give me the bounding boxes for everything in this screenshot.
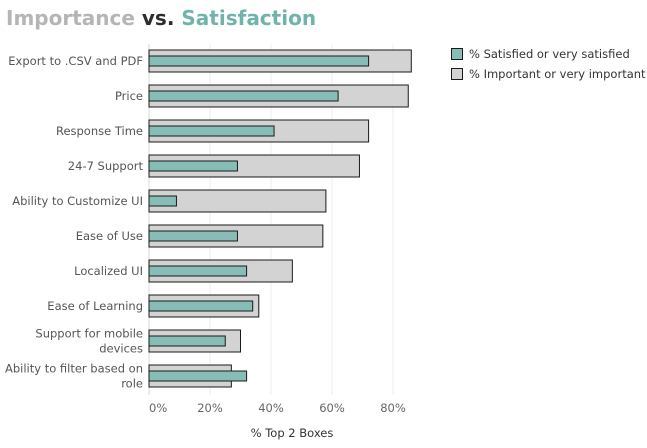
category-label: Support for mobile bbox=[35, 327, 143, 341]
x-tick-label: 0% bbox=[149, 401, 167, 415]
legend: % Satisfied or very satisfied % Importan… bbox=[451, 44, 646, 84]
bar-satisfied bbox=[148, 55, 370, 67]
x-tick-labels: 0% 20% 40% 60% 80% bbox=[149, 401, 406, 415]
title-vs: vs. bbox=[134, 6, 182, 30]
bar-satisfied bbox=[148, 230, 238, 242]
x-tick-label: 40% bbox=[258, 401, 284, 415]
legend-item-important: % Important or very important bbox=[451, 64, 646, 84]
bar-satisfied bbox=[148, 195, 177, 207]
x-tick-label: 60% bbox=[319, 401, 345, 415]
bar-satisfied bbox=[148, 265, 248, 277]
legend-item-satisfied: % Satisfied or very satisfied bbox=[451, 44, 646, 64]
category-label: Ease of Learning bbox=[47, 299, 143, 313]
x-axis-title: % Top 2 Boxes bbox=[251, 426, 334, 440]
category-labels: Export to .CSV and PDF Price Response Time… bbox=[5, 54, 144, 391]
x-tick-label: 80% bbox=[380, 401, 406, 415]
category-label: Localized UI bbox=[74, 264, 143, 278]
category-label: 24-7 Support bbox=[68, 159, 144, 173]
legend-swatch-satisfied bbox=[451, 48, 463, 60]
bar-satisfied bbox=[148, 335, 226, 347]
category-label: Ability to filter based on bbox=[5, 362, 143, 376]
legend-label-satisfied: % Satisfied or very satisfied bbox=[469, 47, 630, 61]
category-label: Ability to Customize UI bbox=[12, 194, 143, 208]
bar-satisfied bbox=[148, 300, 254, 312]
bar-satisfied bbox=[148, 125, 275, 137]
title-importance: Importance bbox=[6, 6, 135, 30]
category-label: Response Time bbox=[56, 124, 143, 138]
category-label: Export to .CSV and PDF bbox=[8, 54, 143, 68]
bar-satisfied bbox=[148, 160, 238, 172]
bar-satisfied bbox=[148, 370, 248, 382]
category-label: Price bbox=[115, 89, 143, 103]
category-label: Ease of Use bbox=[76, 229, 143, 243]
title-satisfaction: Satisfaction bbox=[181, 6, 317, 30]
x-tick-label: 20% bbox=[197, 401, 223, 415]
legend-label-important: % Important or very important bbox=[469, 67, 646, 81]
category-label: role bbox=[121, 377, 143, 391]
bars-group bbox=[148, 49, 412, 388]
chart-title: Importance vs. Satisfaction bbox=[6, 6, 316, 30]
legend-swatch-important bbox=[451, 68, 463, 80]
bar-satisfied bbox=[148, 90, 339, 102]
category-label: devices bbox=[99, 342, 143, 356]
